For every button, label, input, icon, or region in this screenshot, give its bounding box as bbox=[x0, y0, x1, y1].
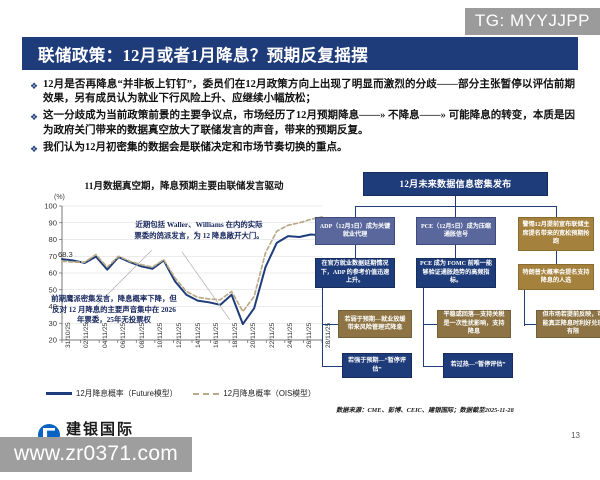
list-item: ❖ 这一分歧成为当前政策前景的主要争议点，市场经历了12月预期降息——» 不降息… bbox=[30, 109, 575, 137]
connector bbox=[556, 251, 558, 264]
connector bbox=[355, 206, 357, 217]
connector bbox=[322, 288, 324, 326]
probability-line-chart: 11月数据真空期，降息预期主要由联储发言驱动 (%) 20 30 40 50 60 70 8… bbox=[34, 176, 334, 408]
x-axis-tick-label: 04/11/25 bbox=[101, 322, 109, 348]
connector bbox=[524, 324, 538, 326]
connector bbox=[524, 290, 526, 326]
flow-box-c2-t2: PCE 成为 FOMC 前唯一能够验证通胀趋势的高频指标。 bbox=[416, 258, 496, 288]
connector bbox=[423, 366, 445, 368]
chart-plot-area: 20 30 40 50 60 70 80 90 100 bbox=[34, 202, 334, 352]
svg-text:80: 80 bbox=[49, 235, 57, 244]
connector bbox=[556, 206, 558, 217]
chart-annotation-top: 近期包括 Waller、Williams 在内的实际票委的鸽派发言，为 12 降… bbox=[134, 220, 264, 240]
legend-swatch-dashed-icon bbox=[193, 392, 220, 395]
x-axis-tick-label: 18/11/25 bbox=[231, 322, 239, 348]
x-axis-tick-label: 22/11/25 bbox=[268, 322, 276, 348]
connector bbox=[322, 366, 344, 368]
flow-box-c1-t2: 在官方就业数据延期情况下，ADP 的参考价值迅速上升。 bbox=[315, 258, 395, 288]
svg-text:70: 70 bbox=[49, 252, 57, 261]
chart-source-note: 数据来源：CME、彭博、CEIC、建银国际；数据截至2025-11-28 bbox=[336, 407, 514, 414]
chart-svg: 20 30 40 50 60 70 80 90 100 bbox=[44, 202, 323, 345]
bullet-text: 12月是否再降息“并非板上钉钉”，委员们在12月政策方向上出现了明显而激烈的分歧… bbox=[43, 79, 575, 105]
legend-label-future: 12月降息概率（Future模型） bbox=[76, 389, 178, 398]
slide-title-bar: 联储政策：12月或者1月降息？预期反复摇摆 bbox=[22, 37, 578, 70]
diamond-bullet-icon: ❖ bbox=[30, 143, 39, 154]
site-watermark: www.zr0371.com bbox=[0, 437, 193, 472]
telegram-watermark: TG: MYYJJPP bbox=[464, 8, 600, 35]
connector bbox=[423, 324, 439, 326]
list-item: ❖ 我们认为12月初密集的数据会是联储决定和市场节奏切换的重点。 bbox=[30, 141, 575, 156]
data-release-flowchart: 12月未来数据信息密集发布 ADP（12月3日）成为关键就业代理 在官方就业数据… bbox=[315, 172, 600, 402]
x-axis-tick-label: 24/11/25 bbox=[287, 322, 295, 348]
x-axis-tick-label: 02/11/25 bbox=[83, 322, 91, 348]
list-item: ❖ 12月是否再降息“并非板上钉钉”，委员们在12月政策方向上出现了明显而激烈的… bbox=[30, 78, 575, 106]
page-number: 13 bbox=[571, 431, 580, 440]
flow-box-c3-t2: 特朗普大概率会提名支持降息的人选 bbox=[518, 264, 594, 290]
svg-text:30: 30 bbox=[49, 319, 57, 328]
svg-text:40: 40 bbox=[49, 302, 57, 311]
svg-text:100: 100 bbox=[44, 202, 57, 211]
flow-box-c2-t1: PCE（12月5日）成为压缩通胀信号 bbox=[416, 217, 496, 245]
connector bbox=[455, 196, 457, 207]
connector bbox=[423, 324, 425, 367]
flow-box-c1-t1: ADP（12月3日）成为关键就业代理 bbox=[315, 217, 395, 245]
legend-item-future: 12月降息概率（Future模型） bbox=[46, 388, 177, 399]
legend-item-ois: 12月降息概率（OIS模型） bbox=[193, 388, 316, 399]
flow-header-box: 12月未来数据信息密集发布 bbox=[363, 172, 548, 196]
x-axis-tick-label: 20/11/25 bbox=[250, 322, 258, 348]
chart-x-axis-labels: 31/10/25 02/11/25 04/11/25 06/11/25 08/11/25… bbox=[34, 322, 334, 384]
svg-text:20: 20 bbox=[49, 336, 57, 345]
x-axis-tick-label: 31/10/25 bbox=[64, 322, 72, 348]
connector bbox=[355, 245, 357, 258]
x-axis-tick-label: 08/11/25 bbox=[138, 322, 146, 348]
connector bbox=[322, 324, 324, 367]
flow-box-c2-t4: 若过热—“暂停评估” bbox=[443, 353, 513, 378]
x-axis-tick-label: 06/11/25 bbox=[120, 322, 128, 348]
flow-box-c1-t4: 若强于预期—“暂停评估” bbox=[342, 353, 412, 378]
flow-box-c2-t3: 平稳或回落—支持关税是一次性扰影响，支持降息 bbox=[437, 310, 511, 338]
chart-title: 11月数据真空期，降息预期主要由联储发言驱动 bbox=[84, 182, 284, 192]
diamond-bullet-icon: ❖ bbox=[30, 112, 39, 123]
chart-annotation-bottom: 前期鹰派密集发言，降息概率下降，但反对 12 月降息的主要声音集中在 2026 … bbox=[51, 294, 177, 324]
chart-legend: 12月降息概率（Future模型） 12月降息概率（OIS模型） bbox=[46, 388, 316, 399]
bullet-list: ❖ 12月是否再降息“并非板上钉钉”，委员们在12月政策方向上出现了明显而激烈的… bbox=[30, 78, 575, 159]
flow-box-c3-t3: 但市场若提前反映，可能真正降息时利好兑现有限 bbox=[536, 310, 600, 338]
svg-text:60: 60 bbox=[49, 269, 57, 278]
diamond-bullet-icon: ❖ bbox=[30, 81, 39, 91]
connector bbox=[455, 245, 457, 258]
flow-box-c1-t3: 若弱于预期—就业放缓带来风险管理式降息 bbox=[338, 310, 412, 338]
first-point-value-label: 68.3 bbox=[58, 250, 73, 259]
connector bbox=[423, 288, 425, 326]
x-axis-tick-label: 10/11/25 bbox=[157, 322, 165, 348]
logo-name-cn: 建银国际 bbox=[66, 422, 135, 438]
bullet-text: 我们认为12月初密集的数据会是联储决定和市场节奏切换的重点。 bbox=[43, 141, 348, 153]
x-axis-tick-label: 26/11/25 bbox=[306, 322, 314, 348]
svg-text:50: 50 bbox=[49, 285, 57, 294]
page-title: 联储政策：12月或者1月降息？预期反复摇摆 bbox=[38, 45, 369, 65]
connector bbox=[455, 206, 457, 217]
connector bbox=[322, 324, 340, 326]
x-axis-tick-label: 16/11/25 bbox=[213, 322, 221, 348]
legend-label-ois: 12月降息概率（OIS模型） bbox=[223, 389, 316, 398]
svg-text:90: 90 bbox=[49, 218, 57, 227]
x-axis-tick-label: 14/11/25 bbox=[194, 322, 202, 348]
legend-swatch-solid-icon bbox=[46, 392, 72, 395]
bullet-text: 这一分歧成为当前政策前景的主要争议点，市场经历了12月预期降息——» 不降息——… bbox=[43, 110, 575, 136]
flow-box-c3-t1: 警惕12月提前宣布联储主席提名带来的宽松预期抢跑 bbox=[518, 217, 594, 251]
chart-y-unit: (%) bbox=[54, 194, 65, 201]
x-axis-tick-label: 12/11/25 bbox=[176, 322, 184, 348]
